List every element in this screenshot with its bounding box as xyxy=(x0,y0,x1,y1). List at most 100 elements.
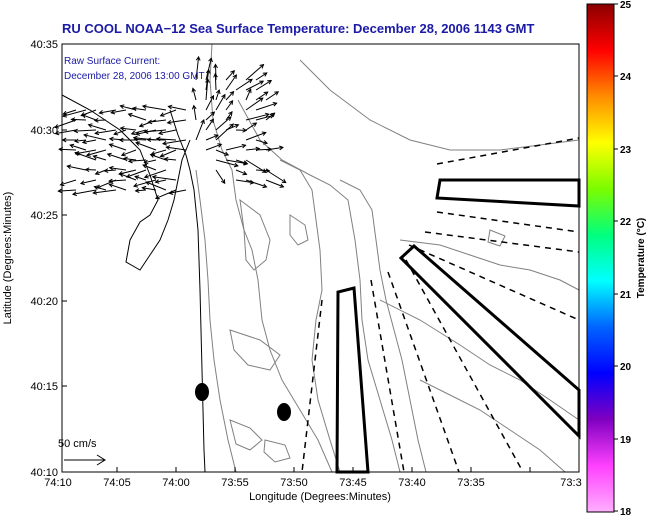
current-vector-head xyxy=(155,136,161,142)
current-vector-head xyxy=(168,190,174,195)
y-tick-label: 40:20 xyxy=(30,296,58,308)
current-vector xyxy=(123,158,137,161)
current-vector-head xyxy=(213,134,219,139)
current-vector-head xyxy=(247,88,252,94)
current-vector xyxy=(88,124,107,131)
current-vector-head xyxy=(131,106,137,112)
current-vector-head xyxy=(279,183,285,188)
current-vector-head xyxy=(208,57,213,63)
current-vector xyxy=(94,119,107,121)
current-vector xyxy=(109,143,127,151)
x-axis-label: Longitude (Degrees:Minutes) xyxy=(249,491,391,503)
station-marker xyxy=(277,403,291,421)
current-vector xyxy=(255,80,272,91)
current-vector xyxy=(128,159,147,162)
current-vector-head xyxy=(229,123,235,129)
current-vector-head xyxy=(217,143,223,148)
current-vector xyxy=(55,129,77,135)
current-vector xyxy=(160,149,177,157)
current-vector-head xyxy=(108,165,114,171)
legend-line-1: Raw Surface Current: xyxy=(64,56,160,67)
axis-tick-marks xyxy=(62,43,531,472)
current-vector-head xyxy=(81,113,87,119)
current-vector-head xyxy=(108,178,113,184)
survey-line xyxy=(301,299,323,473)
x-tick-label: 73:45 xyxy=(339,477,367,489)
x-tick-labels: 74:10 74:05 74:00 73:55 73:50 73:45 73:4… xyxy=(44,477,581,489)
current-vector-head xyxy=(134,188,140,193)
current-vector-head xyxy=(259,80,265,85)
current-vector-head xyxy=(279,145,284,151)
current-vector-head xyxy=(209,118,214,124)
current-vector-head xyxy=(87,123,93,128)
current-vector xyxy=(215,94,226,111)
contour-line xyxy=(399,239,580,291)
current-vector xyxy=(169,189,187,194)
current-vector-head xyxy=(221,93,226,99)
y-axis-label: Latitude (Degrees:Minutes) xyxy=(2,192,14,325)
x-tick-label: 74:05 xyxy=(103,477,131,489)
current-vector-head xyxy=(151,174,157,180)
current-vector xyxy=(225,111,233,121)
current-vector xyxy=(93,155,107,161)
station-marker xyxy=(195,383,209,401)
current-vector xyxy=(235,78,253,91)
current-vector xyxy=(142,105,167,111)
current-vector-head xyxy=(119,104,125,109)
x-tick-label: 73:40 xyxy=(398,477,426,489)
current-vector-head xyxy=(120,151,126,157)
current-vector xyxy=(71,118,87,121)
current-vector xyxy=(245,132,266,141)
current-vector-head xyxy=(81,139,87,145)
current-vector-head xyxy=(98,110,104,115)
current-vector-head xyxy=(79,180,85,186)
current-vector-head xyxy=(159,153,165,158)
current-vector xyxy=(166,146,187,151)
current-vector-head xyxy=(143,173,149,179)
current-vector-head xyxy=(108,183,114,188)
current-vector xyxy=(245,88,252,101)
survey-line xyxy=(405,259,524,473)
current-vector xyxy=(109,167,127,171)
current-vector-head xyxy=(262,72,268,77)
current-vector xyxy=(158,129,177,134)
current-vector xyxy=(193,105,197,121)
x-tick-label: 74:00 xyxy=(162,477,190,489)
current-vector xyxy=(205,134,219,141)
current-vector-head xyxy=(265,168,271,174)
current-vector xyxy=(265,146,283,151)
current-vector-head xyxy=(143,129,149,134)
current-vector xyxy=(155,189,177,199)
current-vector-head xyxy=(167,104,173,110)
current-vector-head xyxy=(119,126,125,131)
current-vector xyxy=(85,169,97,171)
current-vector xyxy=(148,119,167,123)
current-vector xyxy=(245,64,264,81)
colorbar-tick-label: 22 xyxy=(620,217,632,228)
current-vector-head xyxy=(74,151,80,156)
current-vector-head xyxy=(263,91,269,96)
current-vector-head xyxy=(130,130,136,136)
current-vector-head xyxy=(84,167,90,173)
current-vector xyxy=(113,129,127,135)
current-vector-head xyxy=(118,137,124,143)
current-vector xyxy=(245,80,264,91)
current-vector xyxy=(245,179,267,188)
current-vector-head xyxy=(125,173,131,179)
current-vector-head xyxy=(93,185,99,190)
current-vector xyxy=(245,113,269,121)
survey-line xyxy=(387,271,460,473)
current-vector xyxy=(205,118,214,131)
current-vector xyxy=(195,119,205,141)
current-vector xyxy=(75,152,97,161)
current-vector xyxy=(142,187,157,191)
current-vector-head xyxy=(103,168,109,173)
current-vector xyxy=(215,149,229,156)
current-vector-head xyxy=(234,123,240,129)
current-vector-head xyxy=(143,159,149,165)
current-vector-head xyxy=(54,130,60,136)
current-vector-head xyxy=(106,152,112,158)
current-vector-head xyxy=(83,133,89,138)
current-vector-head xyxy=(258,97,264,102)
current-vector xyxy=(255,139,268,144)
